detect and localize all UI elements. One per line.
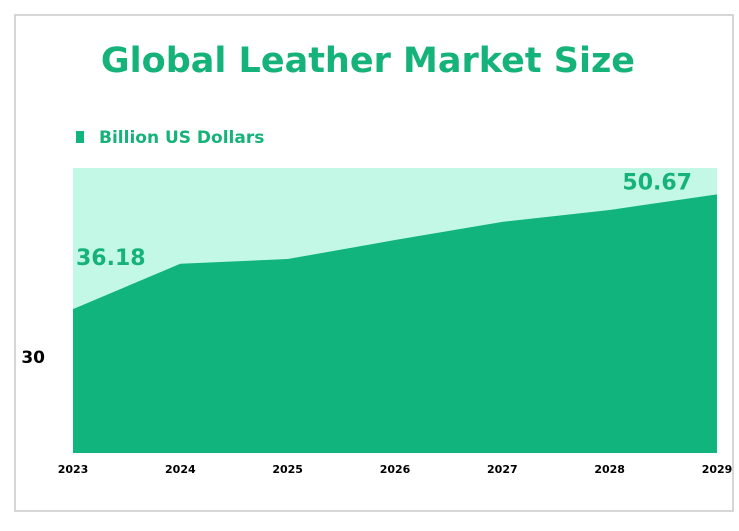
x-tick-label: 2026 <box>380 463 411 476</box>
x-tick-label: 2027 <box>487 463 518 476</box>
x-tick-label: 2023 <box>58 463 89 476</box>
legend-swatch <box>76 131 84 143</box>
data-label: 50.67 <box>622 170 692 195</box>
x-tick-label: 2025 <box>272 463 303 476</box>
chart-title: Global Leather Market Size <box>101 41 635 81</box>
data-label: 36.18 <box>76 246 146 271</box>
area <box>73 194 717 454</box>
x-tick-label: 2024 <box>165 463 196 476</box>
x-tick-label: 2029 <box>702 463 733 476</box>
x-tick-label: 2028 <box>594 463 625 476</box>
legend-label: Billion US Dollars <box>99 128 264 148</box>
y-tick-label: 30 <box>21 348 45 368</box>
